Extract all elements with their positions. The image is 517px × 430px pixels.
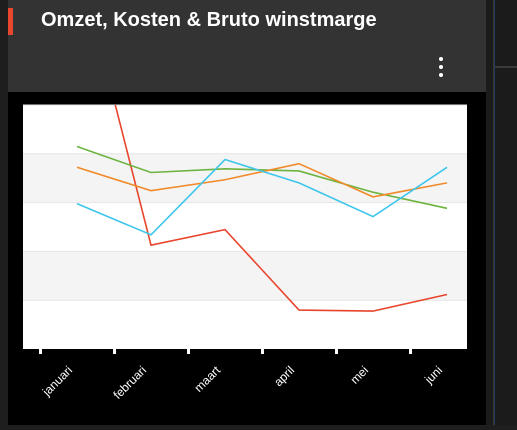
x-tick-mark [335,349,338,354]
x-tick-mark [113,349,116,354]
x-tick-mark [39,349,42,354]
x-tick-label: april [271,363,297,389]
more-vertical-icon[interactable] [432,54,450,80]
panel-divider [493,0,494,425]
panel-title: Omzet, Kosten & Bruto winstmarge [41,9,377,31]
x-tick-mark [261,349,264,354]
plot-background [23,105,467,349]
panel-divider-highlight [494,0,495,425]
panel-divider-horizontal [495,66,517,68]
adjacent-panel-edge [486,0,517,425]
series-line-3 [76,158,448,236]
x-tick-label: mei [348,363,372,387]
x-tick-mark [187,349,190,354]
chart-panel: Omzet, Kosten & Bruto winstmarge januari… [8,0,486,425]
x-tick-label: januari [39,363,75,399]
x-tick-label: maart [192,363,224,395]
series-line-0 [114,105,448,312]
x-tick-label: februari [110,363,149,402]
line-chart: januari februari maart april mei juni [23,104,467,402]
chart-area: januari februari maart april mei juni [8,92,486,425]
grid-band [23,251,467,301]
title-accent-bar [8,8,13,35]
x-tick-label: juni [421,363,445,387]
x-tick-mark [409,349,412,354]
grid-band [23,153,467,203]
panel-header: Omzet, Kosten & Bruto winstmarge [8,0,486,92]
